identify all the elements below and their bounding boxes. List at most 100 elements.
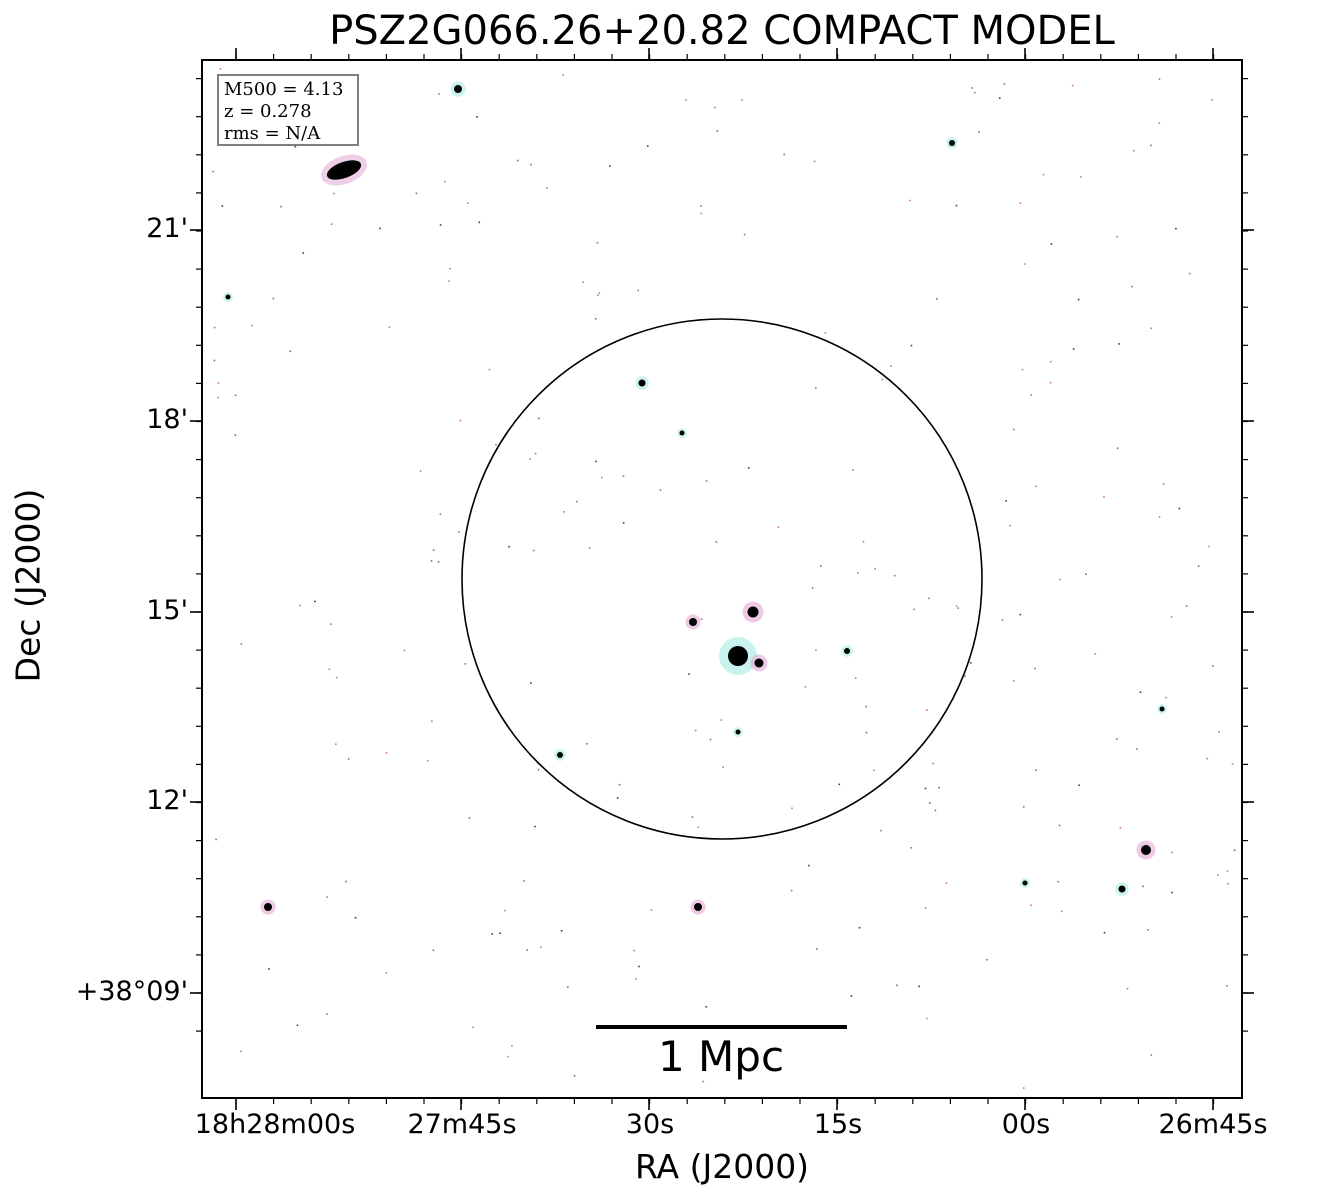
- noise-speck: [743, 233, 746, 236]
- noise-speck: [213, 326, 216, 329]
- noise-speck: [1116, 738, 1118, 740]
- noise-speck: [936, 298, 938, 300]
- noise-speck: [432, 549, 435, 551]
- noise-speck: [330, 223, 333, 225]
- noise-speck: [1136, 748, 1138, 750]
- noise-speck: [1150, 327, 1152, 330]
- noise-speck: [1178, 507, 1181, 510]
- noise-speck: [974, 91, 976, 94]
- noise-speck: [532, 549, 535, 552]
- noise-speck: [896, 984, 898, 987]
- noise-speck: [926, 1017, 928, 1020]
- x-tick-label: 30s: [625, 1109, 675, 1140]
- noise-speck: [459, 419, 462, 422]
- noise-speck: [1211, 98, 1213, 101]
- y-tick-label: 12': [146, 785, 188, 816]
- source-core: [638, 379, 646, 387]
- noise-speck: [476, 116, 478, 118]
- x-tick-label: 26m45s: [1158, 1109, 1268, 1140]
- noise-speck: [934, 809, 937, 812]
- noise-speck: [217, 396, 219, 399]
- x-tick-label: 27m45s: [407, 1109, 517, 1140]
- noise-speck: [811, 587, 814, 589]
- noise-speck: [938, 786, 940, 789]
- plot-frame: [201, 59, 1243, 1099]
- noise-speck: [910, 344, 913, 347]
- noise-speck: [1170, 616, 1173, 618]
- y-tick-label: 18': [146, 404, 188, 435]
- noise-speck: [582, 281, 585, 284]
- noise-speck: [1019, 613, 1022, 616]
- noise-speck: [659, 489, 662, 491]
- noise-speck: [468, 817, 471, 819]
- noise-speck: [448, 280, 450, 282]
- noise-speck: [618, 783, 621, 786]
- noise-speck: [881, 378, 884, 381]
- noise-speck: [1058, 824, 1061, 827]
- noise-speck: [880, 829, 882, 832]
- noise-speck: [804, 686, 807, 688]
- redshift-text: z = 0.278: [224, 101, 312, 122]
- noise-speck: [240, 1050, 242, 1053]
- noise-speck: [945, 882, 948, 884]
- noise-speck: [529, 458, 531, 461]
- noise-speck: [715, 541, 718, 543]
- noise-speck: [646, 145, 649, 147]
- noise-speck: [1077, 298, 1080, 301]
- noise-speck: [280, 205, 282, 208]
- noise-speck: [530, 163, 532, 166]
- noise-speck: [1217, 874, 1219, 876]
- noise-speck: [328, 668, 331, 671]
- noise-speck: [705, 480, 708, 482]
- noise-speck: [694, 729, 697, 732]
- noise-speck: [1042, 173, 1045, 176]
- source-core: [949, 140, 955, 146]
- noise-speck: [1103, 931, 1106, 934]
- noise-speck: [488, 368, 491, 371]
- source-core: [1022, 880, 1028, 886]
- noise-speck: [1022, 1087, 1025, 1089]
- y-tick-label: 21': [146, 213, 188, 244]
- noise-speck: [1133, 149, 1135, 152]
- source-core: [694, 903, 702, 911]
- noise-speck: [563, 511, 565, 513]
- noise-speck: [1049, 360, 1052, 363]
- noise-speck: [928, 802, 931, 804]
- noise-speck: [415, 192, 418, 195]
- source-core: [454, 85, 462, 93]
- noise-speck: [824, 332, 827, 334]
- noise-speck: [700, 212, 703, 215]
- noise-speck: [516, 159, 519, 162]
- noise-speck: [1030, 394, 1033, 396]
- galaxy-core: [326, 160, 362, 180]
- noise-speck: [1131, 285, 1133, 288]
- noise-speck: [444, 180, 446, 183]
- x-tick-label: 15s: [813, 1109, 863, 1140]
- noise-speck: [815, 649, 817, 651]
- noise-speck: [1094, 653, 1097, 655]
- noise-speck: [808, 864, 810, 867]
- noise-speck: [458, 531, 460, 533]
- noise-speck: [1171, 851, 1173, 854]
- source-core: [679, 430, 685, 436]
- noise-speck: [709, 738, 712, 741]
- noise-speck: [573, 1074, 576, 1077]
- noise-speck: [345, 880, 347, 883]
- noise-speck: [1150, 1054, 1153, 1056]
- noise-speck: [856, 572, 859, 574]
- noise-speck: [1035, 769, 1037, 771]
- noise-speck: [586, 743, 588, 745]
- noise-speck: [523, 880, 525, 882]
- noise-speck: [873, 769, 875, 772]
- rms-text: rms = N/A: [224, 123, 321, 144]
- noise-speck: [354, 916, 357, 919]
- noise-speck: [251, 324, 253, 327]
- noise-speck: [1116, 235, 1118, 238]
- noise-speck: [854, 677, 857, 680]
- noise-speck: [537, 417, 540, 420]
- noise-speck: [747, 467, 750, 469]
- noise-speck: [986, 958, 988, 961]
- source-core: [728, 646, 748, 666]
- noise-speck: [426, 759, 429, 762]
- noise-speck: [1119, 826, 1122, 829]
